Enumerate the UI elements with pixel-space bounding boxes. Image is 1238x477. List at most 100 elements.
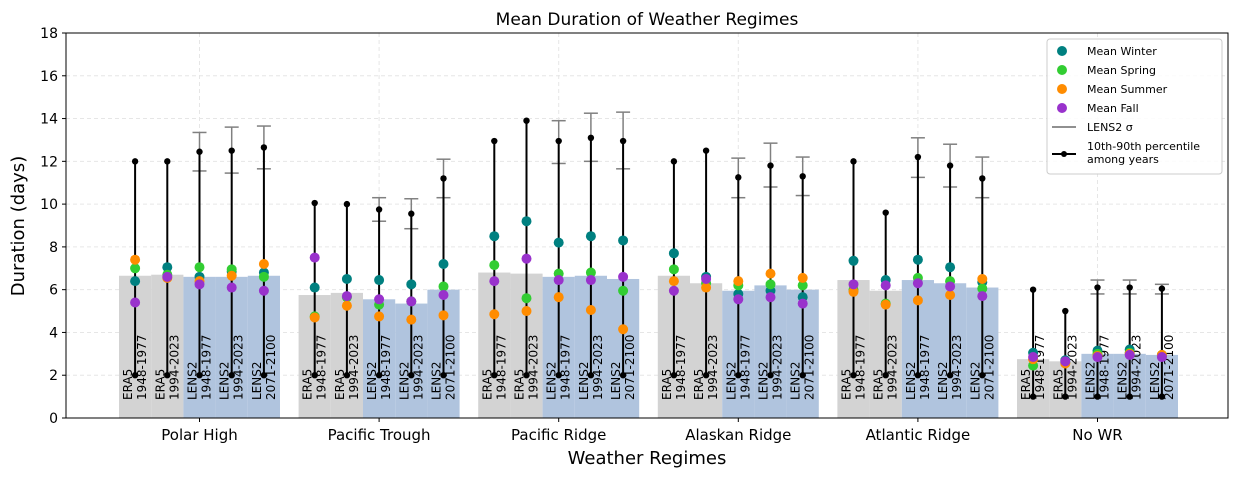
chart-title: Mean Duration of Weather Regimes	[496, 10, 799, 30]
legend-percentile-marker	[1061, 151, 1067, 157]
legend-marker	[1057, 103, 1067, 113]
percentile-10-point	[260, 372, 268, 379]
percentile-90-point	[343, 200, 351, 208]
percentile-10-point	[164, 372, 171, 379]
percentile-10-point	[619, 372, 627, 379]
season-mean-point	[618, 235, 629, 246]
percentile-10-point	[1126, 393, 1133, 400]
season-mean-point	[912, 278, 923, 289]
season-mean-point	[489, 231, 500, 242]
bar-label: LENS21994-2023	[936, 335, 964, 400]
y-tick-label: 4	[49, 325, 58, 341]
percentile-10-point	[1062, 393, 1069, 400]
percentile-90-point	[702, 147, 710, 154]
bar-label: ERA51948-1977	[840, 335, 868, 400]
season-mean-point	[341, 291, 352, 302]
season-mean-point	[521, 293, 532, 304]
season-mean-point	[880, 280, 891, 291]
percentile-10-point	[311, 372, 318, 379]
bar-label: LENS21948-1977	[365, 335, 393, 400]
season-mean-point	[374, 294, 385, 305]
bar-label: LENS21948-1977	[1084, 335, 1112, 400]
percentile-10-point	[440, 372, 447, 379]
season-mean-point	[374, 311, 385, 322]
season-mean-point	[194, 262, 205, 273]
season-mean-point	[130, 254, 141, 265]
season-mean-point	[226, 282, 237, 293]
bar-label: LENS21994-2023	[757, 335, 785, 400]
season-mean-point	[585, 267, 596, 278]
percentile-90-point	[850, 158, 857, 165]
season-mean-point	[194, 279, 205, 290]
season-mean-point	[341, 300, 352, 311]
percentile-90-point	[670, 158, 678, 165]
percentile-90-point	[408, 210, 415, 217]
error-bars	[131, 111, 1169, 400]
percentile-90-point	[587, 134, 595, 142]
legend-entry: Mean Summer	[1087, 83, 1168, 96]
bar-label: LENS21948-1977	[545, 335, 573, 400]
y-tick-label: 18	[40, 26, 58, 42]
y-tick-label: 14	[40, 112, 58, 128]
legend-marker	[1057, 46, 1067, 56]
bar-label: ERA51994-2023	[692, 335, 720, 400]
season-mean-point	[1028, 352, 1039, 363]
season-mean-point	[912, 295, 923, 306]
season-mean-point	[406, 314, 417, 325]
percentile-90-point	[523, 117, 530, 124]
bar-label: LENS22071-2100	[968, 335, 996, 400]
season-mean-point	[733, 294, 744, 305]
bar-label: ERA51994-2023	[333, 335, 361, 400]
percentile-90-point	[1158, 285, 1166, 292]
season-mean-point	[553, 292, 564, 303]
legend-marker	[1057, 84, 1067, 94]
season-mean-point	[130, 263, 141, 274]
season-mean-point	[618, 285, 629, 296]
season-mean-point	[521, 253, 532, 264]
percentile-10-point	[882, 372, 889, 379]
season-mean-point	[341, 273, 352, 284]
percentile-10-point	[979, 372, 986, 379]
legend-entry: Mean Fall	[1087, 102, 1139, 115]
legend: Mean Winter Mean Spring Mean Summer Mean Fa…	[1046, 38, 1223, 175]
bar-label: LENS21948-1977	[186, 335, 214, 400]
season-mean-point	[1060, 356, 1071, 367]
y-tick-label: 8	[49, 240, 58, 256]
season-mean-point	[438, 259, 449, 269]
percentile-10-point	[491, 372, 498, 379]
percentile-90-point	[440, 175, 447, 182]
season-mean-point	[585, 231, 596, 242]
season-mean-point	[406, 279, 417, 290]
bar-label: ERA51948-1977	[660, 335, 688, 400]
percentile-90-point	[882, 209, 889, 216]
season-mean-point	[309, 252, 320, 263]
season-mean-point	[374, 275, 385, 286]
percentile-10-point	[1158, 393, 1166, 400]
bar-label: ERA51994-2023	[513, 335, 541, 400]
season-mean-point	[668, 264, 679, 275]
percentile-90-point	[799, 173, 806, 180]
season-mean-point	[945, 262, 956, 273]
season-mean-point	[668, 285, 679, 296]
season-mean-point	[406, 296, 417, 307]
season-mean-point	[912, 254, 923, 265]
season-mean-point	[668, 276, 679, 287]
y-tick-label: 0	[49, 411, 58, 427]
bar-label: LENS22071-2100	[430, 335, 458, 400]
bar-label: LENS22071-2100	[1148, 335, 1176, 400]
legend-entry: Mean Spring	[1087, 64, 1156, 77]
x-tick-label: Polar High	[161, 426, 237, 444]
percentile-90-point	[555, 137, 562, 145]
season-mean-point	[848, 255, 859, 266]
season-mean-point	[1124, 349, 1135, 360]
season-mean-point	[977, 291, 988, 302]
legend-percentile-label: 10th-90th percentile	[1087, 140, 1200, 153]
percentile-10-point	[343, 372, 351, 379]
percentile-10-point	[914, 372, 922, 379]
season-mean-point	[618, 271, 629, 282]
season-mean-point	[880, 299, 891, 310]
season-mean-point	[977, 283, 988, 294]
percentile-10-point	[1029, 393, 1037, 400]
season-mean-point	[733, 276, 744, 287]
x-axis-ticks: Polar High Pacific Trough Pacific Ridge Ala…	[161, 418, 1123, 444]
